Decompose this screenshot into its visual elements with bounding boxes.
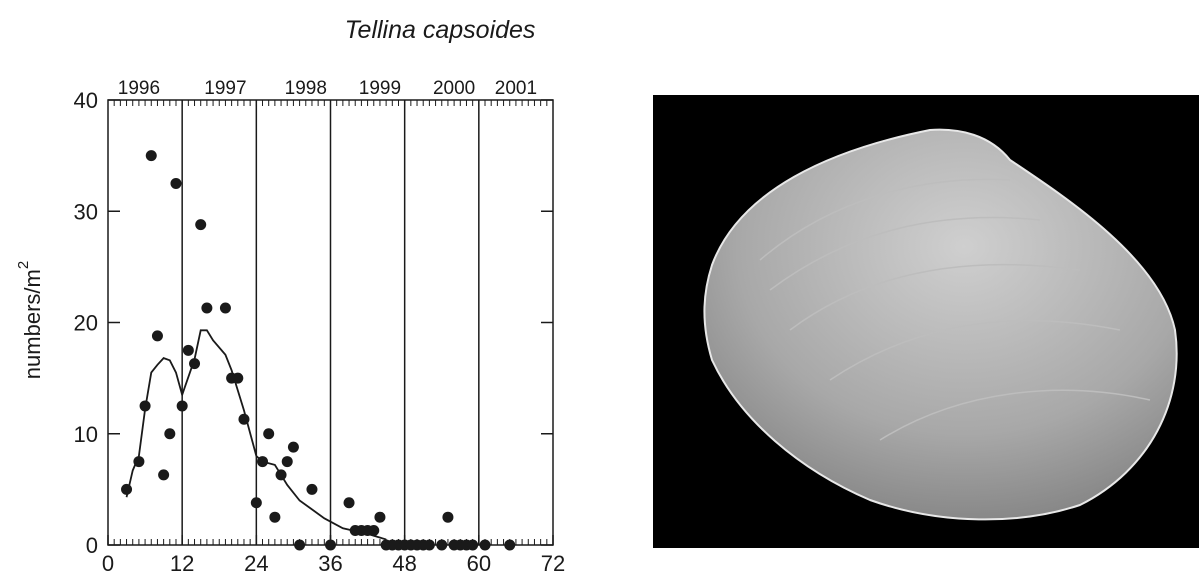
data-point bbox=[232, 372, 244, 384]
data-point bbox=[219, 302, 231, 314]
y-tick-label: 40 bbox=[74, 88, 98, 113]
x-tick-label: 48 bbox=[392, 551, 416, 576]
year-label: 1999 bbox=[359, 78, 401, 99]
data-point bbox=[189, 358, 201, 370]
data-point bbox=[306, 483, 318, 495]
data-point bbox=[442, 511, 454, 523]
data-point bbox=[287, 441, 299, 453]
data-point bbox=[504, 539, 516, 551]
x-tick-label: 60 bbox=[467, 551, 491, 576]
x-tick-label: 24 bbox=[244, 551, 268, 576]
year-label: 2000 bbox=[433, 78, 475, 99]
y-axis-label-exponent: 2 bbox=[15, 261, 32, 269]
data-point bbox=[176, 400, 188, 412]
y-tick-label: 0 bbox=[86, 533, 98, 558]
data-point bbox=[343, 497, 355, 509]
trend-line bbox=[125, 329, 387, 541]
data-point bbox=[182, 344, 194, 356]
x-tick-label: 36 bbox=[318, 551, 342, 576]
x-tick-label: 72 bbox=[541, 551, 565, 576]
year-label: 1996 bbox=[118, 78, 160, 99]
data-point bbox=[257, 456, 269, 468]
data-point bbox=[294, 539, 306, 551]
data-point bbox=[423, 539, 435, 551]
y-tick-label: 20 bbox=[74, 311, 98, 336]
y-tick-label: 10 bbox=[74, 422, 98, 447]
x-tick-label: 12 bbox=[170, 551, 194, 576]
chart-title: Tellina capsoides bbox=[345, 16, 536, 44]
data-point bbox=[374, 511, 386, 523]
data-point bbox=[325, 539, 336, 551]
data-point bbox=[145, 150, 157, 162]
year-label: 1998 bbox=[285, 78, 327, 99]
data-point bbox=[275, 469, 287, 481]
x-tick-label: 0 bbox=[102, 551, 114, 576]
data-point bbox=[164, 428, 176, 440]
shell bbox=[703, 128, 1178, 521]
data-point bbox=[170, 177, 182, 189]
data-point bbox=[139, 400, 151, 412]
data-point bbox=[238, 413, 250, 425]
data-point bbox=[368, 525, 380, 537]
data-point bbox=[158, 469, 170, 481]
data-point bbox=[467, 539, 479, 551]
data-point bbox=[250, 497, 262, 509]
y-axis-label-text: numbers/m bbox=[20, 269, 45, 379]
data-point bbox=[201, 302, 213, 314]
data-point bbox=[436, 539, 448, 551]
year-label: 2001 bbox=[495, 78, 537, 99]
y-axis-label: numbers/m2 bbox=[15, 261, 45, 379]
photo bbox=[653, 95, 1199, 548]
data-point bbox=[281, 456, 293, 468]
data-point bbox=[133, 456, 145, 468]
data-point bbox=[121, 483, 133, 495]
data-point bbox=[151, 330, 163, 342]
shell-ridges bbox=[759, 178, 1151, 441]
y-tick-label: 30 bbox=[74, 199, 98, 224]
data-point bbox=[263, 428, 275, 440]
data-point bbox=[195, 219, 207, 231]
data-point bbox=[269, 511, 281, 523]
data-point bbox=[479, 539, 491, 551]
year-label: 1997 bbox=[204, 78, 246, 99]
